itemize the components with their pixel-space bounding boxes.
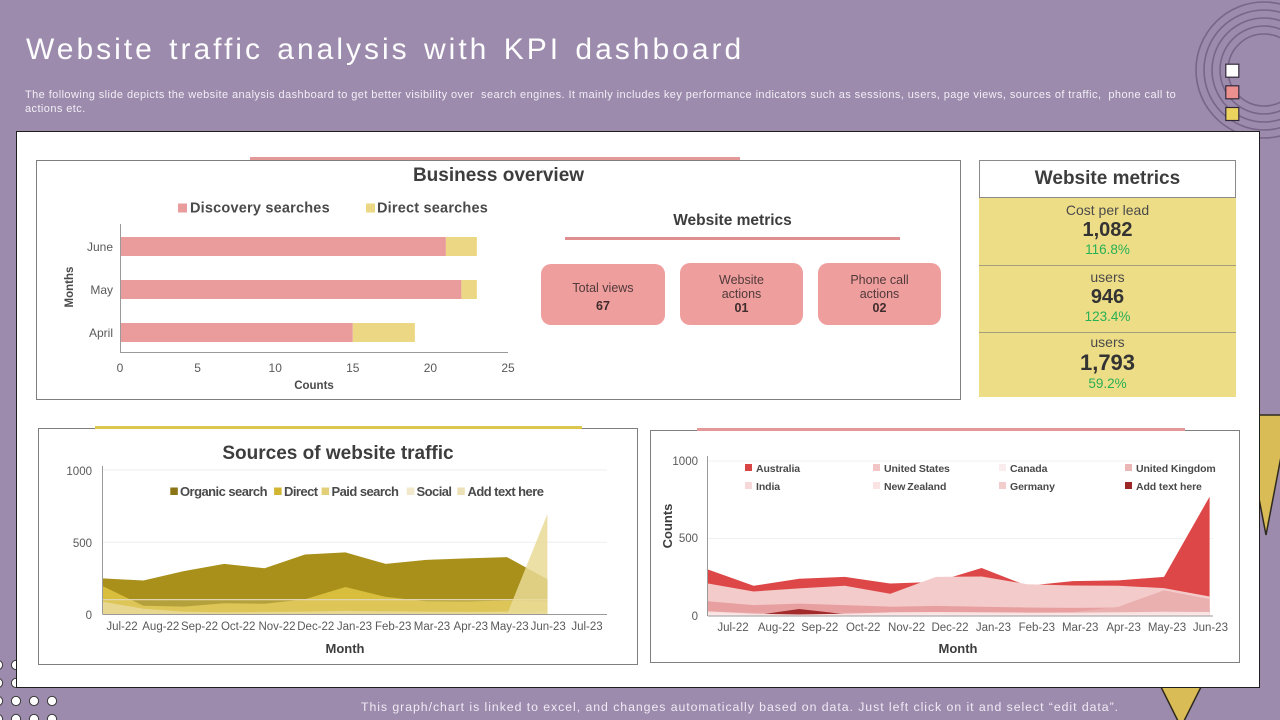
svg-text:Counts: Counts: [294, 380, 334, 392]
svg-text:Add text here: Add text here: [1136, 481, 1202, 493]
svg-text:June: June: [87, 240, 113, 254]
svg-text:New Zealand: New Zealand: [884, 481, 946, 493]
svg-text:Nov-22: Nov-22: [258, 621, 295, 633]
svg-text:May: May: [90, 283, 113, 297]
svg-text:Social: Social: [417, 484, 452, 499]
svg-text:Jun-23: Jun-23: [1193, 622, 1228, 634]
svg-text:Organic search: Organic search: [180, 484, 268, 499]
svg-text:Add text here: Add text here: [468, 484, 544, 499]
svg-text:Canada: Canada: [1010, 463, 1048, 475]
svg-text:20: 20: [424, 361, 438, 375]
svg-text:25: 25: [501, 361, 515, 375]
svg-text:Jul-23: Jul-23: [571, 621, 602, 633]
svg-text:Dec-22: Dec-22: [297, 621, 334, 633]
svg-text:Months: Months: [64, 267, 76, 308]
svg-text:Nov-22: Nov-22: [888, 622, 925, 634]
svg-text:Discovery searches: Discovery searches: [190, 201, 330, 217]
svg-text:Germany: Germany: [1010, 481, 1055, 493]
svg-text:United Kingdom: United Kingdom: [1136, 463, 1216, 475]
svg-text:0: 0: [86, 610, 92, 622]
svg-text:Jan-23: Jan-23: [976, 622, 1011, 634]
svg-text:Jul-22: Jul-22: [717, 622, 748, 634]
svg-text:May-23: May-23: [1148, 622, 1186, 634]
svg-text:500: 500: [679, 533, 698, 545]
svg-text:India: India: [756, 481, 780, 493]
svg-text:United States: United States: [884, 463, 950, 475]
svg-text:Oct-22: Oct-22: [846, 622, 881, 634]
svg-text:1000: 1000: [66, 466, 92, 478]
svg-text:0: 0: [117, 361, 124, 375]
svg-text:10: 10: [269, 361, 283, 375]
svg-text:Feb-23: Feb-23: [1019, 622, 1055, 634]
svg-text:0: 0: [692, 611, 698, 623]
svg-text:Aug-22: Aug-22: [758, 622, 795, 634]
svg-text:15: 15: [346, 361, 360, 375]
svg-text:Oct-22: Oct-22: [221, 621, 256, 633]
svg-text:Jan-23: Jan-23: [337, 621, 372, 633]
svg-text:Aug-22: Aug-22: [142, 621, 179, 633]
svg-text:Australia: Australia: [756, 463, 800, 475]
svg-text:Sep-22: Sep-22: [181, 621, 218, 633]
svg-text:Sep-22: Sep-22: [801, 622, 838, 634]
svg-text:Mar-23: Mar-23: [414, 621, 450, 633]
svg-text:Direct: Direct: [284, 484, 319, 499]
svg-text:1000: 1000: [672, 456, 698, 468]
svg-text:Apr-23: Apr-23: [454, 621, 489, 633]
svg-text:Jul-22: Jul-22: [106, 621, 137, 633]
svg-text:Feb-23: Feb-23: [375, 621, 411, 633]
svg-text:Dec-22: Dec-22: [931, 622, 968, 634]
svg-text:Month: Month: [939, 641, 978, 656]
svg-text:May-23: May-23: [490, 621, 528, 633]
svg-text:Jun-23: Jun-23: [531, 621, 566, 633]
svg-text:Apr-23: Apr-23: [1106, 622, 1141, 634]
svg-text:Month: Month: [326, 641, 365, 656]
svg-text:Direct searches: Direct searches: [377, 201, 488, 217]
svg-text:Mar-23: Mar-23: [1062, 622, 1098, 634]
svg-text:Counts: Counts: [660, 504, 675, 549]
svg-text:Paid search: Paid search: [332, 484, 400, 499]
svg-text:April: April: [89, 326, 113, 340]
svg-text:5: 5: [194, 361, 201, 375]
svg-text:500: 500: [73, 538, 92, 550]
